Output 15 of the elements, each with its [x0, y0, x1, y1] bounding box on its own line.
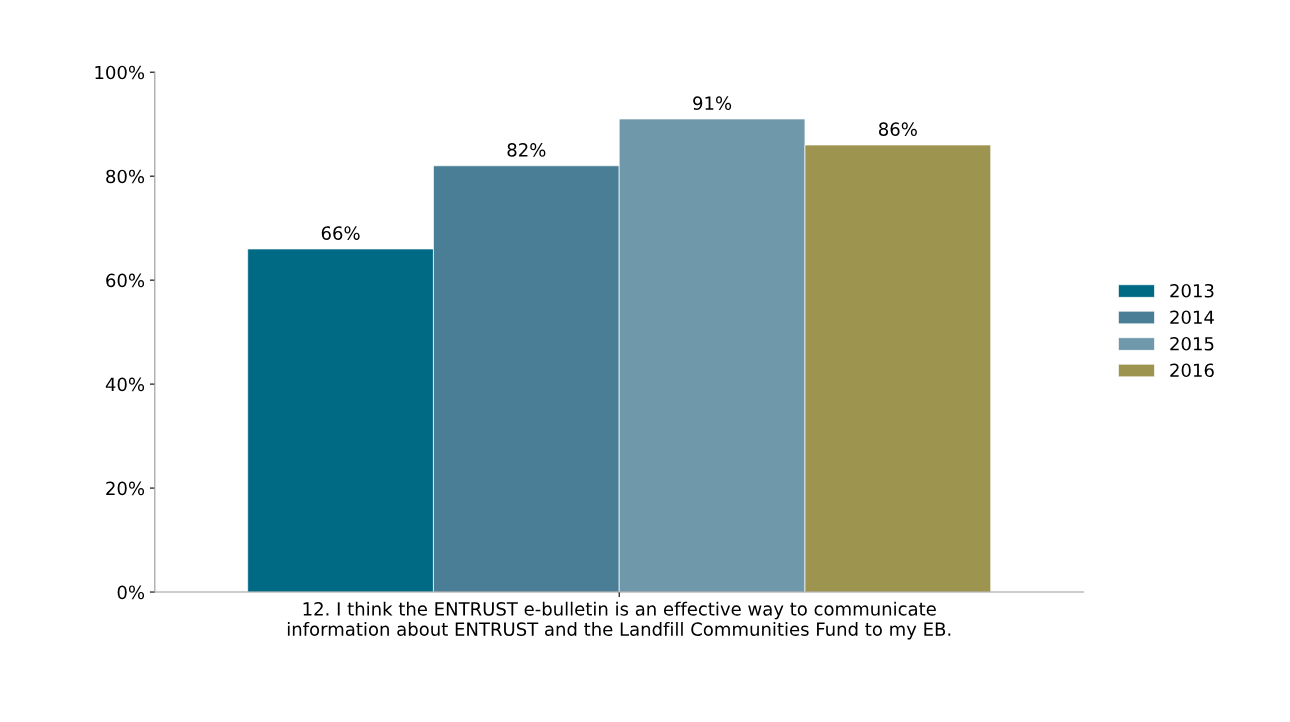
x-tick-label: 12. I think the ENTRUST e-bulletin is an effective way to communicate information about ENTRUST and the Landfill Communities Fund to my EB. — [287, 601, 951, 640]
data-label: 86% — [879, 122, 917, 136]
legend-label: 2013 — [1170, 283, 1214, 298]
data-label: 82% — [507, 143, 546, 157]
legend-label: 2016 — [1170, 363, 1214, 378]
legend-label: 2015 — [1170, 336, 1214, 351]
y-tick-label: 60% — [106, 273, 145, 288]
data-label: 66% — [321, 226, 360, 240]
y-tick-label: 40% — [105, 377, 145, 392]
y-tick-label: 80% — [106, 169, 145, 184]
y-tick-label: 20% — [106, 481, 145, 496]
y-tick-label: 100% — [95, 65, 145, 80]
data-label: 91% — [693, 96, 732, 110]
legend-label: 2014 — [1170, 310, 1214, 325]
y-tick-label: 0% — [117, 585, 145, 600]
